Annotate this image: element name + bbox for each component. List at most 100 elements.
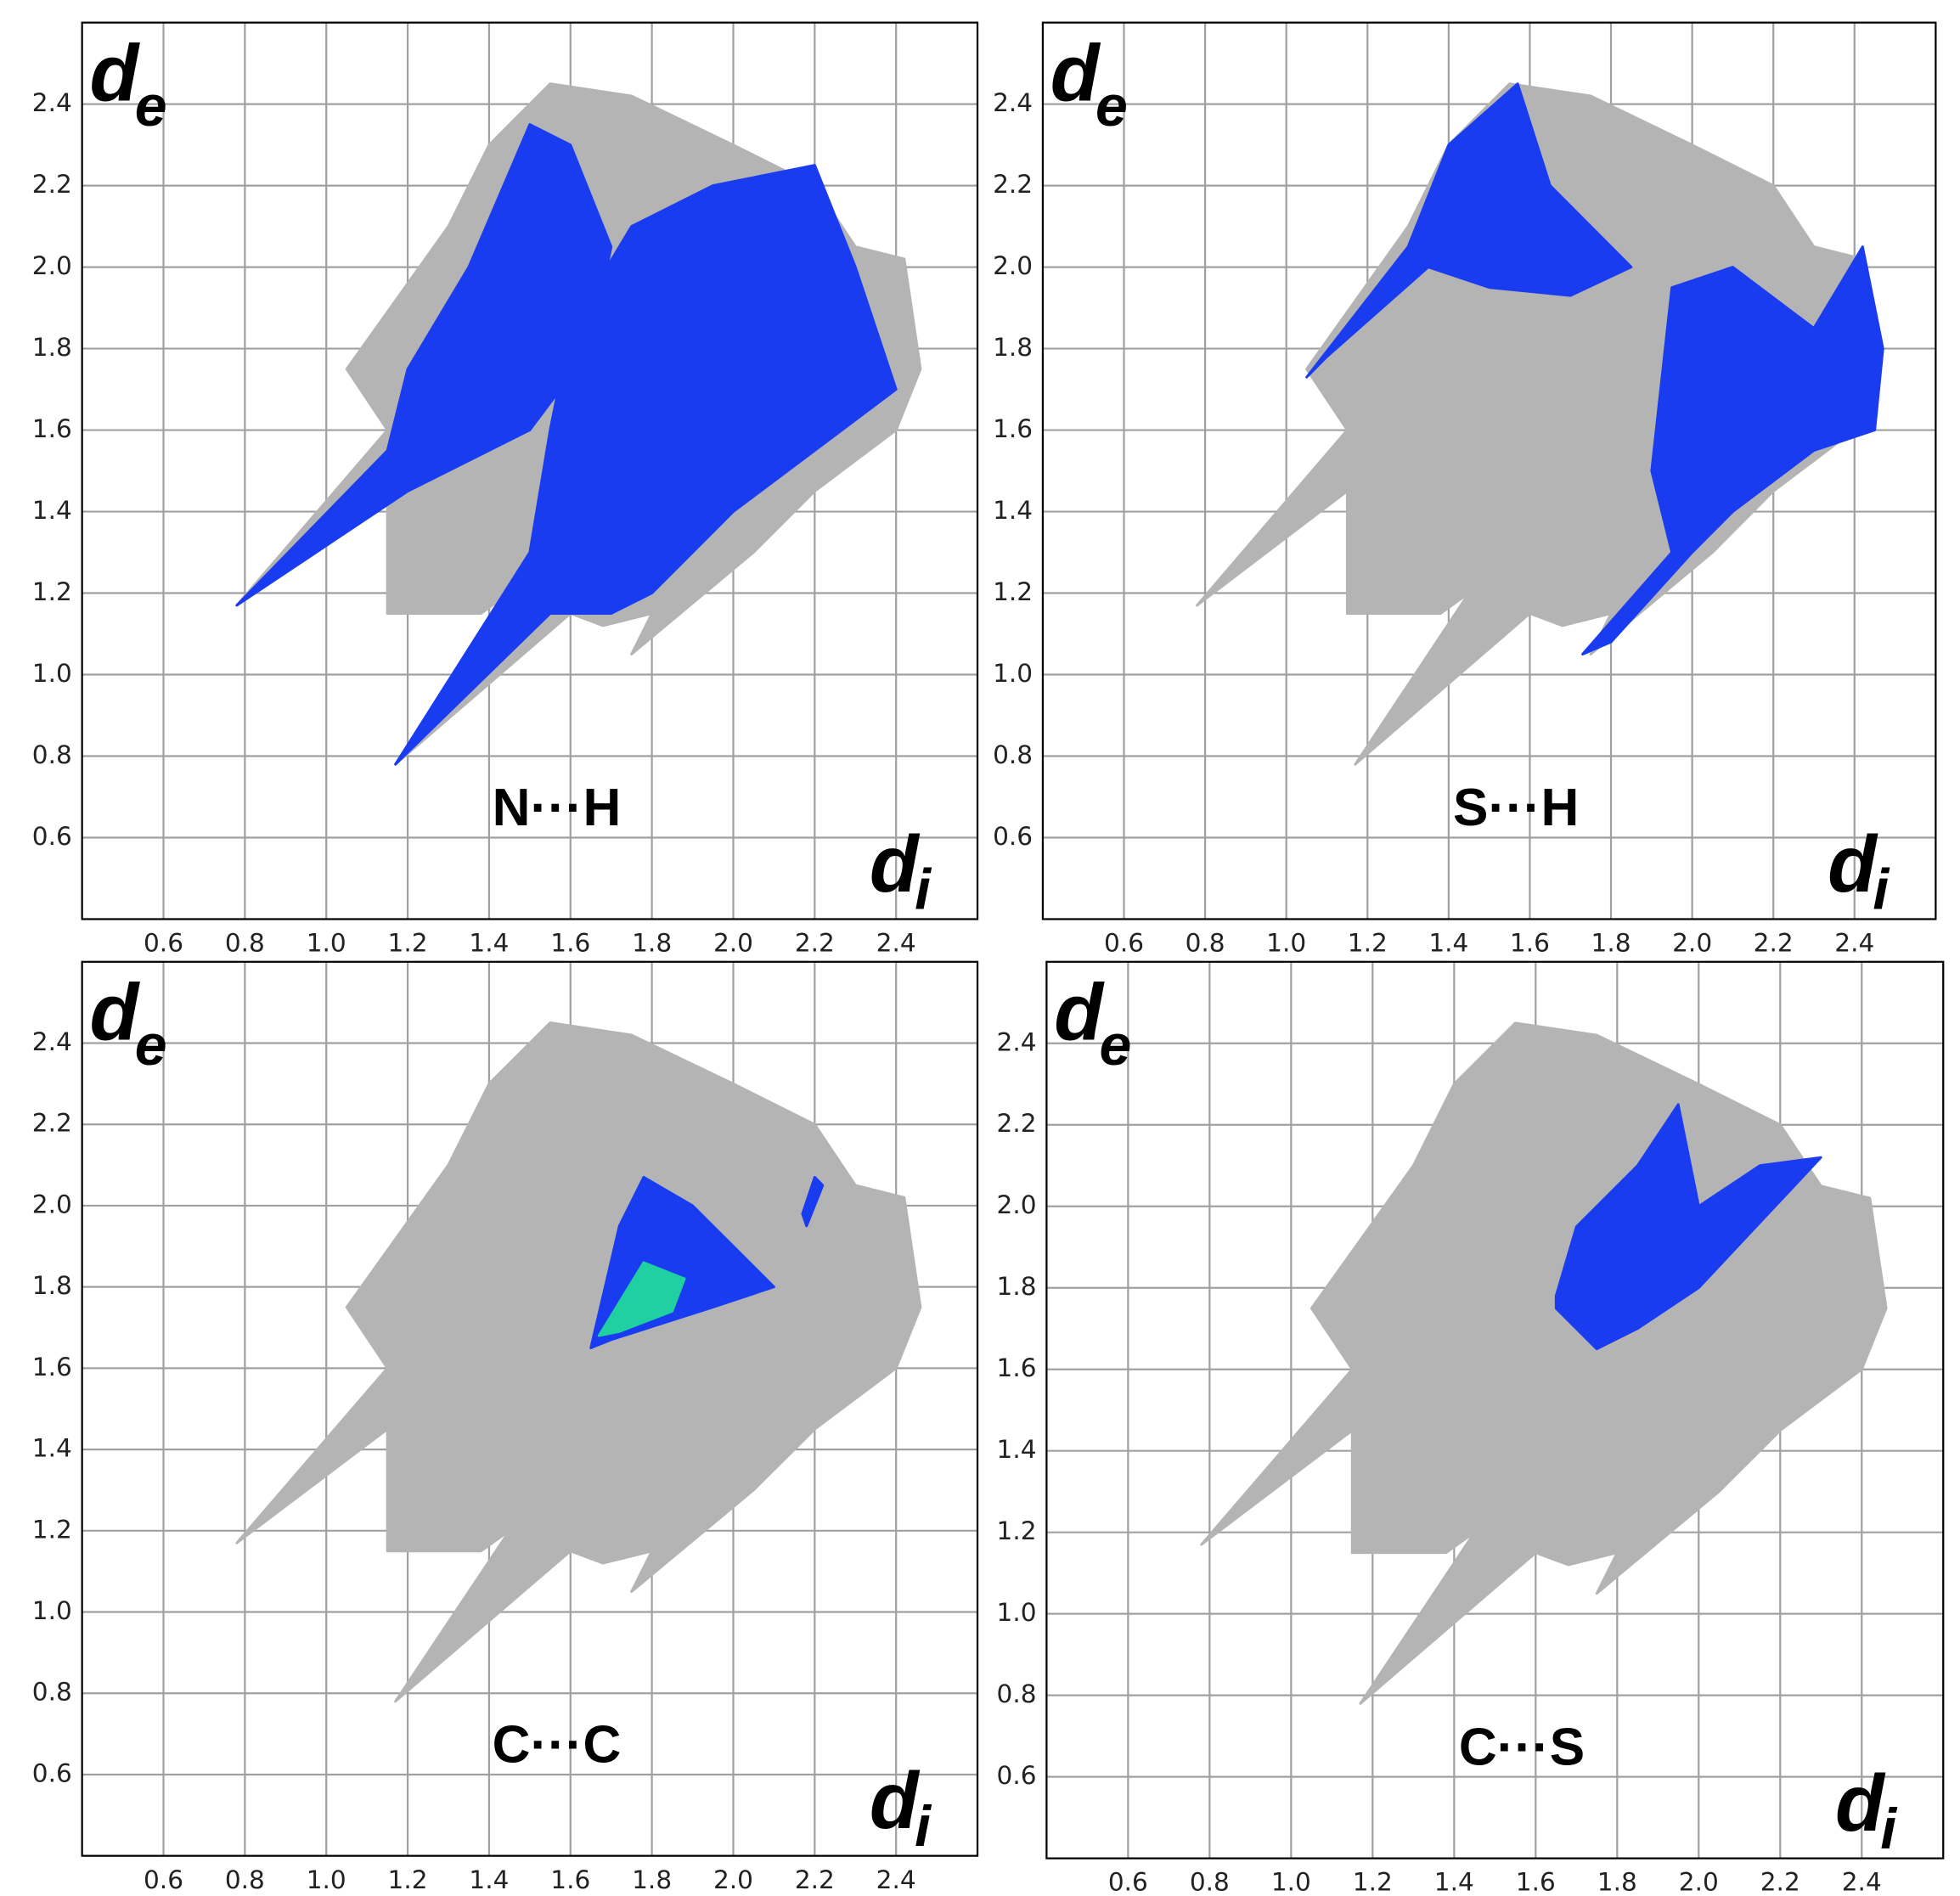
panel: 0.6 0.8 1.0 1.2 1.4 1.6 1.8 2.0 2.2 2.4 0.6 0.8 1.0 1…	[32, 960, 979, 1894]
y-tick-label: 1.0	[993, 659, 1033, 688]
x-tick-label: 2.4	[876, 1865, 916, 1894]
x-tick-label: 2.4	[1842, 1868, 1882, 1896]
y-tick-label: 0.6	[997, 1761, 1037, 1790]
x-tick-label: 0.6	[1104, 929, 1144, 958]
y-axis-label-sub: e	[1099, 1013, 1131, 1077]
x-tick-label: 1.4	[1428, 929, 1468, 958]
x-axis-label: d	[1835, 1758, 1886, 1848]
x-tick-label: 1.2	[1348, 929, 1388, 958]
y-tick-label: 0.8	[32, 740, 72, 769]
x-tick-label: 1.0	[1271, 1868, 1311, 1896]
x-tick-label: 1.4	[1434, 1868, 1474, 1896]
x-tick-label: 2.2	[1760, 1868, 1800, 1896]
y-tick-label: 1.6	[997, 1353, 1037, 1382]
y-axis-label-sub: e	[1095, 74, 1128, 138]
x-tick-label: 2.0	[1672, 929, 1712, 958]
x-tick-label: 0.8	[225, 1865, 265, 1894]
region	[1581, 245, 1884, 655]
x-tick-label: 1.4	[469, 929, 509, 958]
y-tick-label: 1.4	[993, 496, 1033, 525]
y-tick-label: 1.8	[997, 1272, 1037, 1301]
region	[1200, 1021, 1888, 1705]
panel: 0.6 0.8 1.0 1.2 1.4 1.6 1.8 2.0 2.2 2.4 0.6 0.8 1.0 1…	[32, 21, 979, 958]
plot-frame	[81, 21, 979, 920]
x-tick-label: 1.6	[1510, 929, 1550, 958]
x-tick-label: 2.2	[795, 1865, 835, 1894]
y-tick-label: 1.4	[32, 496, 72, 525]
x-tick-label: 1.8	[1597, 1868, 1637, 1896]
contact-label: S···H	[1453, 779, 1579, 837]
y-axis-label: d	[90, 967, 141, 1057]
region	[235, 1021, 922, 1703]
y-tick-label: 0.6	[32, 822, 72, 851]
y-tick-label: 1.0	[32, 1596, 72, 1625]
plot-frame	[1041, 21, 1937, 920]
x-tick-label: 2.0	[713, 1865, 753, 1894]
x-tick-label: 2.2	[795, 929, 835, 958]
x-axis-label-sub: i	[915, 1794, 932, 1859]
contact-label: C···C	[493, 1716, 622, 1775]
y-tick-label: 2.4	[32, 88, 72, 117]
y-tick-label: 2.2	[997, 1109, 1037, 1138]
x-axis-label: d	[870, 819, 921, 909]
region	[1305, 82, 1633, 379]
x-tick-label: 1.8	[632, 1865, 672, 1894]
y-axis-label: d	[1050, 28, 1101, 118]
x-tick-label: 0.6	[1108, 1868, 1148, 1896]
x-tick-label: 0.6	[144, 929, 183, 958]
y-tick-label: 1.8	[32, 1271, 72, 1300]
y-tick-label: 1.2	[32, 577, 72, 606]
y-axis-label: d	[90, 28, 141, 118]
x-tick-label: 0.6	[144, 1865, 183, 1894]
y-tick-label: 1.2	[993, 577, 1033, 606]
plot-frame	[1045, 960, 1945, 1859]
x-tick-label: 0.8	[1190, 1868, 1230, 1896]
y-tick-label: 1.6	[993, 414, 1033, 443]
plot-frame	[81, 960, 979, 1857]
y-tick-label: 2.4	[993, 88, 1033, 117]
y-tick-label: 0.6	[993, 822, 1033, 851]
x-tick-label: 1.6	[550, 929, 590, 958]
y-tick-label: 0.6	[32, 1758, 72, 1787]
x-axis-label-sub: i	[915, 858, 932, 922]
x-tick-label: 0.8	[1186, 929, 1225, 958]
x-tick-label: 2.2	[1754, 929, 1794, 958]
x-tick-label: 1.0	[307, 929, 346, 958]
y-tick-label: 1.4	[997, 1435, 1037, 1464]
y-axis-label-sub: e	[135, 74, 167, 138]
y-tick-label: 2.4	[32, 1027, 72, 1056]
y-tick-label: 1.8	[32, 333, 72, 362]
region	[394, 164, 898, 766]
y-tick-label: 1.6	[32, 1353, 72, 1381]
x-tick-label: 1.2	[1353, 1868, 1393, 1896]
x-tick-label: 2.0	[713, 929, 753, 958]
y-tick-label: 1.0	[997, 1598, 1037, 1627]
region	[235, 123, 613, 607]
y-tick-label: 1.0	[32, 659, 72, 688]
y-tick-label: 0.8	[993, 740, 1033, 769]
y-tick-label: 1.4	[32, 1434, 72, 1463]
region	[801, 1175, 825, 1228]
y-tick-label: 2.0	[997, 1190, 1037, 1219]
y-tick-label: 1.6	[32, 414, 72, 443]
y-tick-label: 1.2	[997, 1516, 1037, 1545]
x-axis-label-sub: i	[1873, 858, 1890, 922]
x-tick-label: 2.0	[1679, 1868, 1719, 1896]
x-axis-label: d	[1828, 819, 1878, 909]
y-tick-label: 2.4	[997, 1027, 1037, 1056]
y-tick-label: 2.0	[32, 251, 72, 280]
x-axis-label-sub: i	[1880, 1797, 1898, 1861]
y-tick-label: 2.2	[993, 170, 1033, 199]
y-tick-label: 1.2	[32, 1515, 72, 1544]
y-tick-label: 2.0	[32, 1190, 72, 1218]
region	[1554, 1103, 1822, 1351]
y-tick-label: 0.8	[32, 1678, 72, 1707]
x-tick-label: 1.8	[632, 929, 672, 958]
x-tick-label: 1.0	[307, 1865, 346, 1894]
region	[597, 1261, 686, 1337]
x-tick-label: 1.6	[1516, 1868, 1556, 1896]
x-tick-label: 1.4	[469, 1865, 509, 1894]
x-axis-label: d	[870, 1756, 921, 1846]
